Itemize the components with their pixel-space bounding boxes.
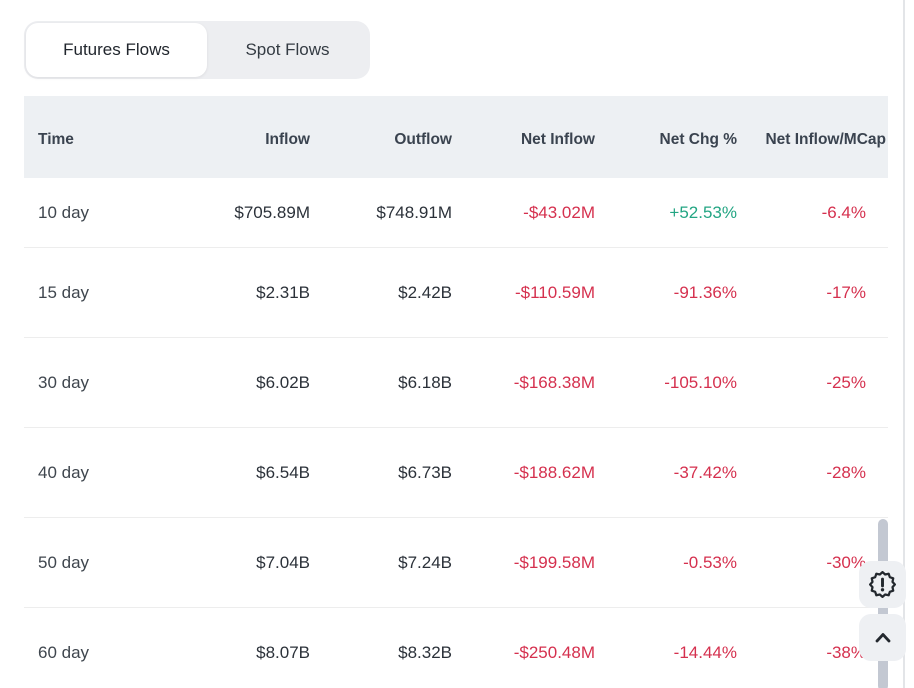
cell-inflow: $6.02B <box>256 372 310 392</box>
chevron-up-icon <box>871 626 895 650</box>
cell-net-inflow: -$43.02M <box>523 202 595 222</box>
cell-net-inflow-mcap: -25% <box>826 372 866 392</box>
cell-net-inflow-mcap: -38% <box>826 642 866 662</box>
table-row: 30 day $6.02B $6.18B -$168.38M -105.10% … <box>24 338 888 428</box>
cell-inflow: $7.04B <box>256 552 310 572</box>
col-header-inflow: Inflow <box>265 131 310 148</box>
report-issue-button[interactable] <box>859 561 906 608</box>
table-body: 10 day $705.89M $748.91M -$43.02M +52.53… <box>24 178 888 688</box>
cell-net-inflow: -$188.62M <box>513 462 595 482</box>
flows-tab-group: Futures Flows Spot Flows <box>24 21 370 79</box>
cell-net-chg: -14.44% <box>673 642 737 662</box>
col-header-net-inflow: Net Inflow <box>520 131 595 148</box>
cell-outflow: $7.24B <box>398 552 452 572</box>
cell-net-inflow-mcap: -30% <box>826 552 866 572</box>
cell-net-chg: -91.36% <box>673 282 737 302</box>
cell-time: 30 day <box>38 372 90 392</box>
cell-outflow: $8.32B <box>398 642 452 662</box>
tab-futures-flows[interactable]: Futures Flows <box>26 23 207 77</box>
col-header-time: Time <box>38 131 74 148</box>
cell-time: 40 day <box>38 462 90 482</box>
cell-inflow: $8.07B <box>256 642 310 662</box>
table-row: 10 day $705.89M $748.91M -$43.02M +52.53… <box>24 178 888 248</box>
cell-net-inflow-mcap: -28% <box>826 462 866 482</box>
cell-time: 10 day <box>38 202 90 222</box>
table-row: 15 day $2.31B $2.42B -$110.59M -91.36% -… <box>24 248 888 338</box>
cell-net-chg: +52.53% <box>669 202 737 222</box>
cell-inflow: $6.54B <box>256 462 310 482</box>
table-row: 40 day $6.54B $6.73B -$188.62M -37.42% -… <box>24 428 888 518</box>
scroll-to-top-button[interactable] <box>859 614 906 661</box>
cell-outflow: $6.73B <box>398 462 452 482</box>
flows-table: Time Inflow Outflow Net Inflow Net Chg %… <box>24 96 888 688</box>
badge-exclamation-icon <box>869 571 896 598</box>
col-header-outflow: Outflow <box>394 131 452 148</box>
page-edge-divider <box>903 0 905 688</box>
cell-net-inflow: -$168.38M <box>513 372 595 392</box>
col-header-net-chg: Net Chg % <box>659 131 738 148</box>
cell-inflow: $705.89M <box>234 202 310 222</box>
col-header-net-inflow-mcap: Net Inflow/MCap <box>765 131 886 148</box>
table-header-row: Time Inflow Outflow Net Inflow Net Chg %… <box>24 96 888 178</box>
cell-time: 60 day <box>38 642 90 662</box>
cell-net-chg: -0.53% <box>683 552 737 572</box>
table-row: 60 day $8.07B $8.32B -$250.48M -14.44% -… <box>24 608 888 688</box>
cell-outflow: $2.42B <box>398 282 452 302</box>
cell-net-inflow: -$110.59M <box>514 282 595 302</box>
cell-net-inflow: -$250.48M <box>513 642 595 662</box>
cell-outflow: $748.91M <box>376 202 452 222</box>
cell-net-chg: -37.42% <box>673 462 737 482</box>
cell-outflow: $6.18B <box>398 372 452 392</box>
cell-time: 50 day <box>38 552 90 572</box>
table-row: 50 day $7.04B $7.24B -$199.58M -0.53% -3… <box>24 518 888 608</box>
cell-net-inflow-mcap: -6.4% <box>821 202 866 222</box>
cell-time: 15 day <box>38 282 90 302</box>
cell-net-inflow-mcap: -17% <box>826 282 866 302</box>
cell-net-chg: -105.10% <box>664 372 737 392</box>
tab-spot-flows[interactable]: Spot Flows <box>207 23 368 77</box>
cell-net-inflow: -$199.58M <box>513 552 595 572</box>
cell-inflow: $2.31B <box>256 282 310 302</box>
